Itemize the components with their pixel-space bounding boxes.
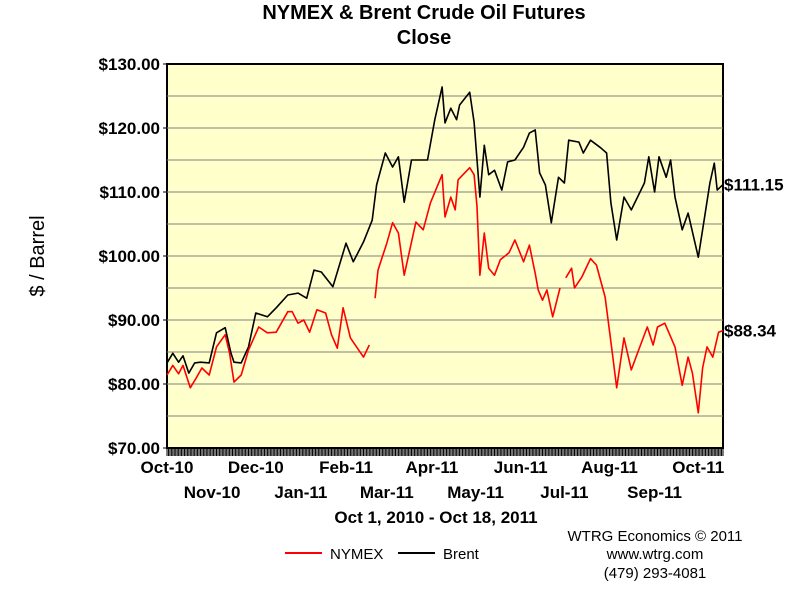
x-tick-label: Jun-11 — [494, 458, 548, 477]
x-tick-label: May-11 — [447, 483, 504, 502]
x-tick-label: Feb-11 — [319, 458, 373, 477]
series-lines — [166, 86, 724, 414]
credits-phone: (479) 293-4081 — [604, 565, 707, 582]
y-tick-label: $120.00 — [99, 119, 160, 138]
y-tick-label: $80.00 — [108, 375, 160, 394]
x-tick-label: Apr-11 — [405, 458, 458, 477]
x-tick-label: Nov-10 — [184, 483, 241, 502]
x-axis: Oct-10 Nov-10 Dec-10 Jan-11 Feb-11 Mar-11 Apr-… — [141, 448, 724, 502]
series-line-brent — [166, 86, 724, 374]
y-axis: $70.00 $80.00 $90.00 $100.00 $110.00 $120.00 $… — [99, 55, 167, 458]
x-tick-label: Dec-10 — [228, 458, 284, 477]
x-tick-label: Jan-11 — [274, 483, 327, 502]
y-tick-label: $100.00 — [99, 247, 160, 266]
credits: WTRG Economics © 2011 www.wtrg.com (479)… — [568, 528, 743, 582]
end-label-nymex: $88.34 — [724, 322, 777, 341]
x-axis-label: Oct 1, 2010 - Oct 18, 2011 — [334, 508, 537, 527]
y-axis-label: $ / Barrel — [27, 215, 49, 296]
gridlines — [167, 95, 723, 417]
chart-subtitle: Close — [397, 27, 451, 49]
credits-website: www.wtrg.com — [606, 546, 704, 563]
y-tick-label: $90.00 — [108, 311, 160, 330]
x-tick-label: Jul-11 — [540, 483, 588, 502]
legend-nymex-label: NYMEX — [330, 546, 383, 563]
series-line-nymex — [565, 257, 724, 414]
y-tick-label: $130.00 — [99, 55, 160, 74]
x-tick-label: Mar-11 — [360, 483, 414, 502]
y-tick-label: $70.00 — [108, 439, 160, 458]
y-tick-label: $110.00 — [99, 183, 160, 202]
end-labels: $111.15 $88.34 — [724, 176, 784, 341]
x-tick-label: Aug-11 — [581, 458, 638, 477]
end-label-brent: $111.15 — [724, 176, 784, 195]
x-tick-label: Oct-10 — [141, 458, 194, 477]
series-line-nymex — [166, 306, 371, 389]
chart-title: NYMEX & Brent Crude Oil Futures — [262, 2, 585, 24]
credits-company: WTRG Economics © 2011 — [568, 528, 743, 545]
legend: NYMEX Brent — [285, 546, 480, 563]
legend-brent-label: Brent — [443, 546, 480, 563]
series-line-nymex — [374, 166, 561, 318]
x-tick-label: Oct-11 — [672, 458, 724, 477]
x-tick-label: Sep-11 — [627, 483, 682, 502]
